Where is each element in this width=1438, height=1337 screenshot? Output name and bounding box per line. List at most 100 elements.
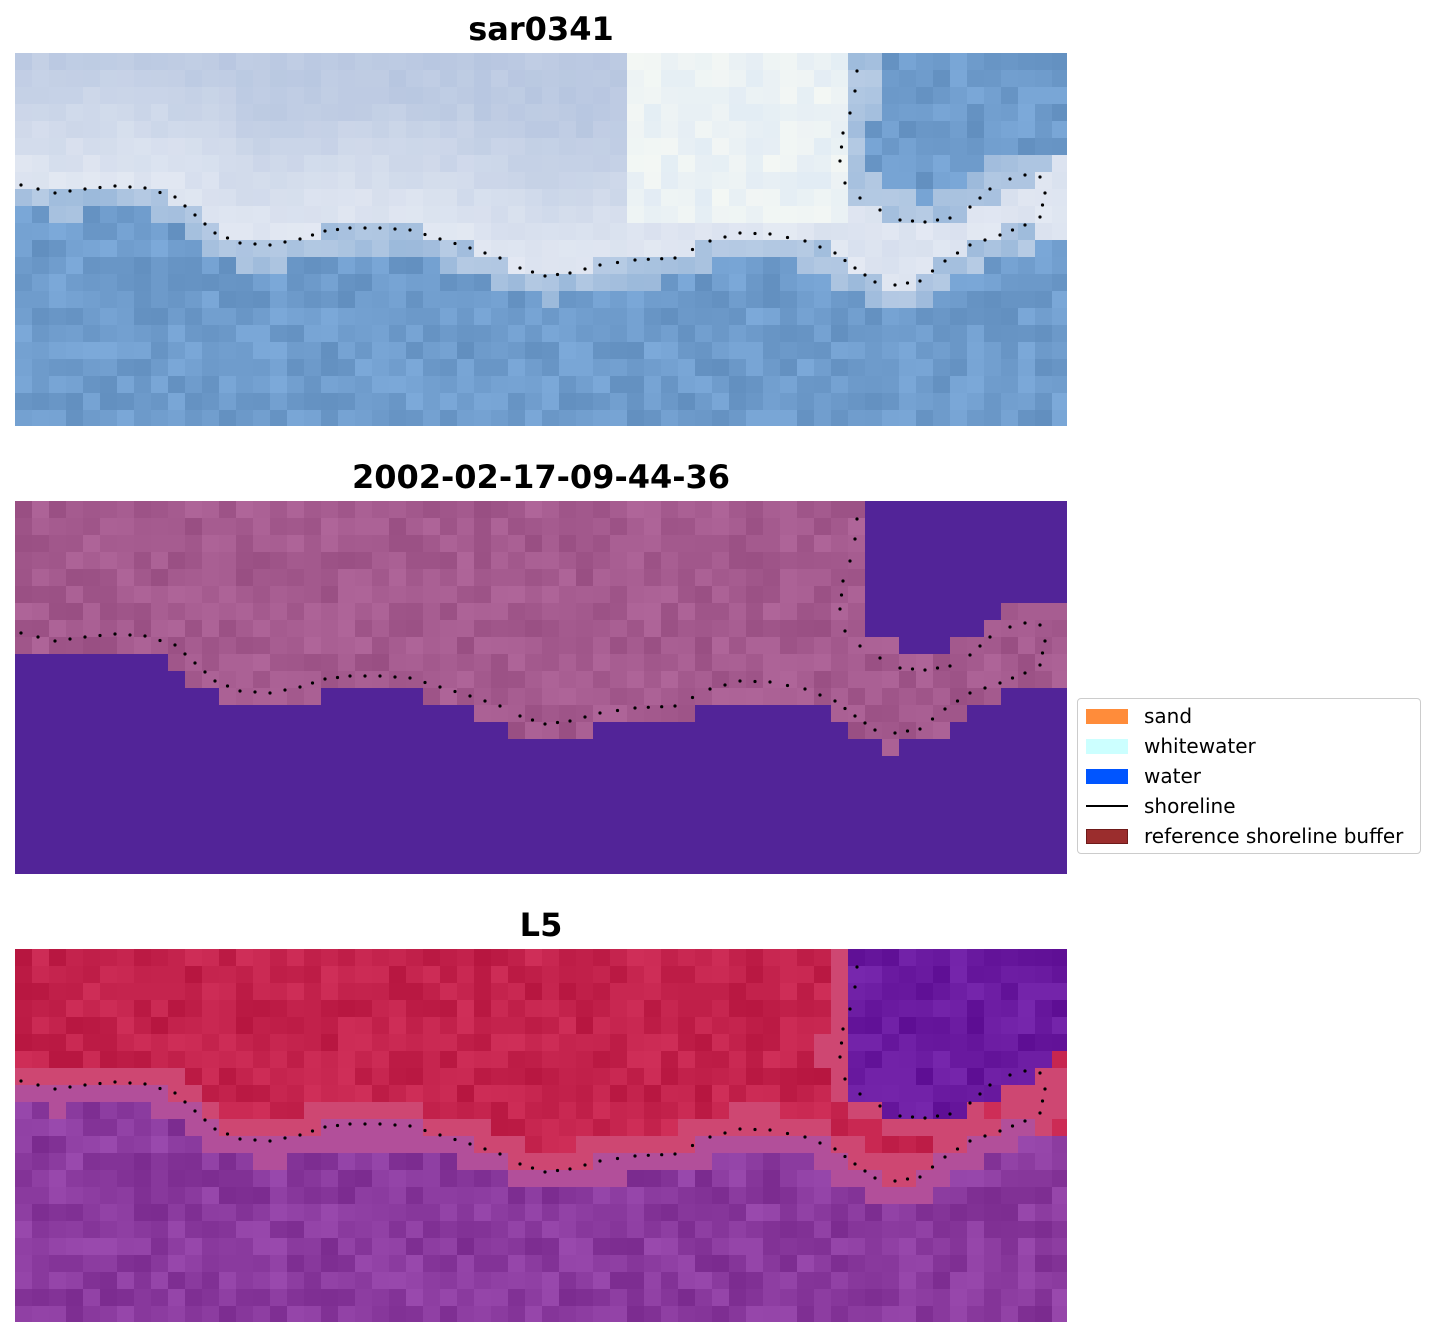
pixel-cell [304, 206, 322, 224]
shoreline-dot [968, 691, 972, 695]
pixel-cell [338, 1204, 356, 1222]
pixel-cell [66, 1017, 84, 1035]
pixel-cell [780, 966, 798, 984]
pixel-cell [151, 1289, 169, 1307]
pixel-cell [236, 1000, 254, 1018]
pixel-cell [1035, 654, 1053, 672]
pixel-cell [899, 858, 917, 874]
pixel-cell [899, 637, 917, 655]
pixel-cell [83, 376, 101, 394]
pixel-cell [950, 393, 968, 411]
pixel-cell [967, 87, 985, 105]
pixel-cell [695, 722, 713, 740]
pixel-cell [100, 121, 118, 139]
pixel-cell [695, 155, 713, 173]
pixel-cell [559, 501, 577, 519]
pixel-cell [457, 1289, 475, 1307]
shoreline-dot [848, 1007, 852, 1011]
pixel-cell [491, 1238, 509, 1256]
pixel-cell [1052, 841, 1067, 859]
shoreline-dot [408, 228, 412, 232]
pixel-cell [321, 291, 339, 309]
pixel-cell [695, 790, 713, 808]
pixel-cell [797, 1238, 815, 1256]
pixel-cell [406, 53, 424, 71]
pixel-cell [814, 966, 832, 984]
pixel-cell [1018, 620, 1036, 638]
pixel-cell [899, 223, 917, 241]
pixel-cell [321, 172, 339, 190]
pixel-cell [1018, 552, 1036, 570]
pixel-cell [542, 87, 560, 105]
pixel-cell [712, 1051, 730, 1069]
pixel-cell [593, 1170, 611, 1188]
pixel-cell [593, 688, 611, 706]
pixel-cell [593, 172, 611, 190]
pixel-cell [695, 206, 713, 224]
pixel-cell [32, 841, 50, 859]
pixel-cell [746, 359, 764, 377]
pixel-cell [797, 376, 815, 394]
pixel-cell [83, 1255, 101, 1273]
pixel-cell [168, 1034, 186, 1052]
pixel-cell [474, 1170, 492, 1188]
pixel-cell [746, 1170, 764, 1188]
pixel-cell [457, 70, 475, 88]
pixel-cell [984, 705, 1002, 723]
pixel-cell [406, 1272, 424, 1290]
pixel-cell [185, 518, 203, 536]
pixel-cell [984, 104, 1002, 122]
pixel-cell [185, 155, 203, 173]
pixel-cell [15, 257, 33, 275]
pixel-cell [559, 376, 577, 394]
pixel-cell [1018, 1289, 1036, 1307]
pixel-cell [202, 705, 220, 723]
pixel-cell [134, 841, 152, 859]
pixel-cell [168, 671, 186, 689]
pixel-cell [32, 223, 50, 241]
pixel-cell [406, 569, 424, 587]
pixel-cell [695, 569, 713, 587]
pixel-cell [593, 342, 611, 360]
pixel-cell [168, 1204, 186, 1222]
pixel-cell [984, 393, 1002, 411]
pixel-cell [559, 824, 577, 842]
pixel-cell [457, 983, 475, 1001]
pixel-cell [814, 376, 832, 394]
pixel-cell [49, 240, 67, 258]
pixel-cell [219, 1034, 237, 1052]
pixel-cell [304, 858, 322, 874]
pixel-cell [831, 410, 849, 426]
pixel-cell [712, 722, 730, 740]
pixel-cell [678, 104, 696, 122]
pixel-cell [491, 1204, 509, 1222]
pixel-cell [440, 1204, 458, 1222]
pixel-cell [185, 325, 203, 343]
pixel-cell [287, 858, 305, 874]
pixel-cell [440, 654, 458, 672]
pixel-cell [49, 949, 67, 967]
pixel-cell [576, 949, 594, 967]
pixel-cell [1052, 1289, 1067, 1307]
pixel-cell [865, 70, 883, 88]
pixel-cell [916, 1085, 934, 1103]
pixel-cell [644, 807, 662, 825]
shoreline-dot [158, 1086, 162, 1091]
pixel-cell [83, 790, 101, 808]
pixel-cell [49, 654, 67, 672]
pixel-cell [185, 240, 203, 258]
pixel-cell [559, 966, 577, 984]
pixel-cell [151, 240, 169, 258]
pixel-cell [542, 790, 560, 808]
pixel-cell [49, 552, 67, 570]
pixel-cell [559, 1306, 577, 1322]
pixel-cell [236, 1204, 254, 1222]
pixel-cell [372, 308, 390, 326]
pixel-cell [83, 807, 101, 825]
pixel-cell [797, 756, 815, 774]
pixel-cell [474, 206, 492, 224]
pixel-cell [542, 1170, 560, 1188]
pixel-cell [321, 308, 339, 326]
pixel-cell [474, 138, 492, 156]
pixel-cell [117, 155, 135, 173]
